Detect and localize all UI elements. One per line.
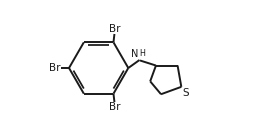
Text: S: S: [182, 88, 188, 98]
Text: Br: Br: [108, 103, 120, 112]
Text: Br: Br: [49, 63, 60, 73]
Text: Br: Br: [108, 24, 120, 33]
Text: H: H: [138, 49, 144, 58]
Text: N: N: [130, 49, 137, 59]
